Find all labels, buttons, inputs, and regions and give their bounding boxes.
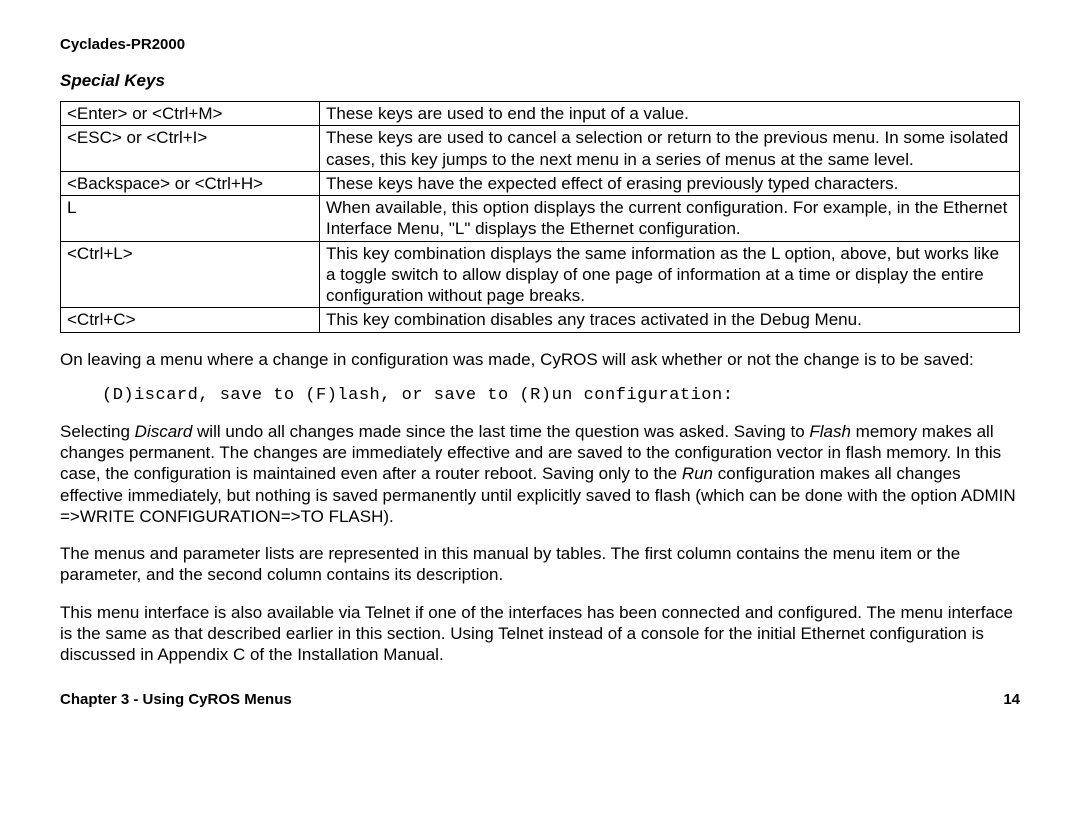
desc-cell: These keys have the expected effect of e…	[320, 171, 1020, 195]
key-cell: <Enter> or <Ctrl+M>	[61, 102, 320, 126]
table-row: <Ctrl+C> This key combination disables a…	[61, 308, 1020, 332]
desc-cell: This key combination displays the same i…	[320, 241, 1020, 308]
terminal-prompt: (D)iscard, save to (F)lash, or save to (…	[102, 386, 1020, 405]
italic-flash: Flash	[809, 422, 851, 441]
table-row: <Ctrl+L> This key combination displays t…	[61, 241, 1020, 308]
page-footer: Chapter 3 - Using CyROS Menus 14	[60, 691, 1020, 708]
footer-chapter: Chapter 3 - Using CyROS Menus	[60, 691, 292, 708]
text-fragment: will undo all changes made since the las…	[192, 422, 809, 441]
paragraph-tables: The menus and parameter lists are repres…	[60, 543, 1020, 586]
key-cell: <Ctrl+L>	[61, 241, 320, 308]
footer-page-number: 14	[1003, 691, 1020, 708]
paragraph-telnet: This menu interface is also available vi…	[60, 602, 1020, 666]
table-row: L When available, this option displays t…	[61, 196, 1020, 242]
desc-cell: This key combination disables any traces…	[320, 308, 1020, 332]
desc-cell: These keys are used to cancel a selectio…	[320, 126, 1020, 172]
section-title: Special Keys	[60, 71, 1020, 91]
key-cell: <Backspace> or <Ctrl+H>	[61, 171, 320, 195]
italic-run: Run	[682, 464, 713, 483]
special-keys-table: <Enter> or <Ctrl+M> These keys are used …	[60, 101, 1020, 333]
desc-cell: When available, this option displays the…	[320, 196, 1020, 242]
paragraph-discard: Selecting Discard will undo all changes …	[60, 421, 1020, 527]
desc-cell: These keys are used to end the input of …	[320, 102, 1020, 126]
key-cell: <ESC> or <Ctrl+I>	[61, 126, 320, 172]
paragraph-intro: On leaving a menu where a change in conf…	[60, 349, 1020, 370]
page-header: Cyclades-PR2000	[60, 36, 1020, 53]
document-page: Cyclades-PR2000 Special Keys <Enter> or …	[0, 0, 1080, 738]
table-row: <Backspace> or <Ctrl+H> These keys have …	[61, 171, 1020, 195]
key-cell: <Ctrl+C>	[61, 308, 320, 332]
table-row: <ESC> or <Ctrl+I> These keys are used to…	[61, 126, 1020, 172]
text-fragment: Selecting	[60, 422, 135, 441]
key-cell: L	[61, 196, 320, 242]
table-row: <Enter> or <Ctrl+M> These keys are used …	[61, 102, 1020, 126]
italic-discard: Discard	[135, 422, 193, 441]
